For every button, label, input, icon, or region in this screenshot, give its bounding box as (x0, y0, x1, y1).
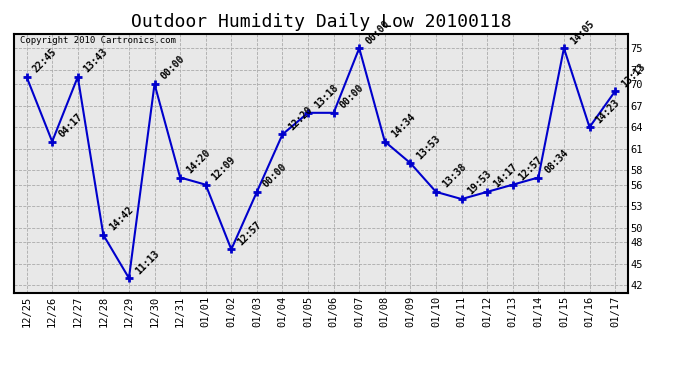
Text: 14:17: 14:17 (491, 162, 519, 190)
Text: 14:05: 14:05 (568, 18, 596, 46)
Text: 00:00: 00:00 (338, 83, 366, 111)
Text: Copyright 2010 Cartronics.com: Copyright 2010 Cartronics.com (20, 36, 176, 45)
Text: 12:09: 12:09 (210, 154, 238, 183)
Text: 14:34: 14:34 (389, 111, 417, 140)
Text: 14:42: 14:42 (108, 205, 135, 233)
Text: 00:00: 00:00 (364, 18, 391, 46)
Text: 12:20: 12:20 (286, 104, 315, 132)
Text: 12:57: 12:57 (517, 154, 545, 183)
Text: 12:57: 12:57 (235, 219, 264, 247)
Text: 04:17: 04:17 (57, 111, 84, 140)
Title: Outdoor Humidity Daily Low 20100118: Outdoor Humidity Daily Low 20100118 (130, 13, 511, 31)
Text: 22:45: 22:45 (31, 47, 59, 75)
Text: 19:53: 19:53 (466, 169, 493, 197)
Text: 00:00: 00:00 (261, 162, 289, 190)
Text: 13:43: 13:43 (82, 47, 110, 75)
Text: 13:18: 13:18 (312, 83, 340, 111)
Text: 11:13: 11:13 (133, 248, 161, 276)
Text: 14:20: 14:20 (184, 147, 212, 176)
Text: 13:13: 13:13 (619, 61, 647, 89)
Text: 13:53: 13:53 (415, 133, 442, 161)
Text: 00:00: 00:00 (159, 54, 186, 82)
Text: 14:23: 14:23 (593, 97, 622, 125)
Text: 08:34: 08:34 (542, 147, 571, 176)
Text: 13:38: 13:38 (440, 162, 468, 190)
